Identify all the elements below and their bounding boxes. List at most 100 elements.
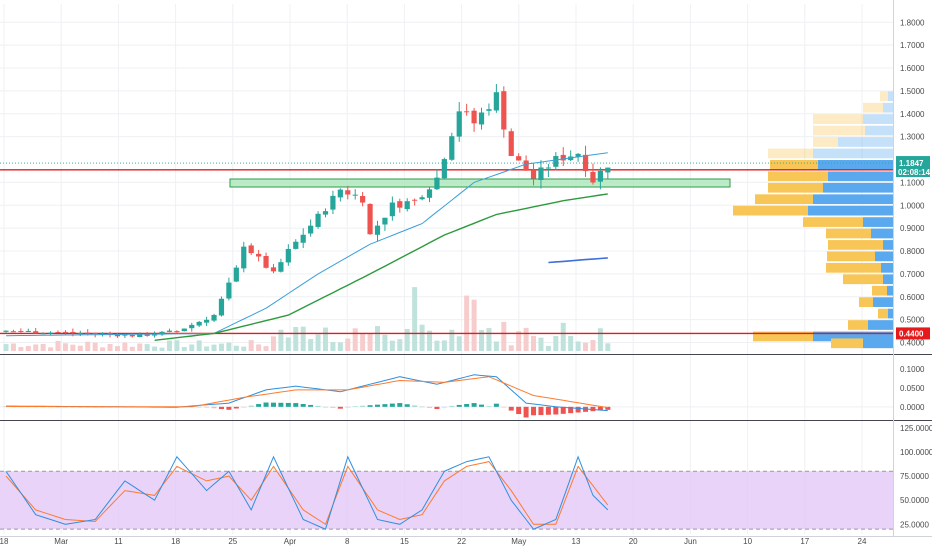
stoch-band <box>0 471 893 530</box>
macd-histogram-bar <box>196 406 202 408</box>
price-axis[interactable]: 1.8000 1.7000 1.6000 1.5000 1.4000 1.3000 1.10… <box>900 18 932 529</box>
pane-dividers[interactable] <box>0 0 932 537</box>
volume-profile-up <box>865 125 893 136</box>
macd-histogram-bar <box>352 406 358 407</box>
price-tick: 1.0000 <box>900 201 925 210</box>
macd-histogram-bar <box>263 402 269 407</box>
volume-profile-up <box>883 102 893 113</box>
macd-histogram-bar <box>270 402 276 407</box>
ma-fast-line <box>5 152 608 337</box>
volume-bar <box>204 346 210 351</box>
time-tick: 22 <box>457 537 466 546</box>
time-tick: 24 <box>858 537 867 546</box>
signal-line <box>5 376 608 409</box>
volume-profile-up <box>887 285 893 296</box>
last-price-tag-bg <box>896 156 930 178</box>
candle-body <box>10 331 17 333</box>
macd-histogram-bar <box>471 403 477 407</box>
candle-body <box>337 189 343 198</box>
volume-bar <box>553 336 559 351</box>
volume-bar <box>40 343 46 351</box>
candles <box>3 83 611 338</box>
macd-pane <box>0 374 893 418</box>
volume-profile-down <box>828 240 883 250</box>
volume-bar <box>33 344 39 351</box>
candle-body <box>270 267 277 272</box>
candle-body <box>486 109 492 111</box>
ma-slow-line <box>154 193 608 341</box>
volume-bar <box>62 343 68 351</box>
candle-body <box>196 321 202 326</box>
time-tick: 17 <box>800 537 809 546</box>
volume-bar <box>427 330 433 351</box>
volume-profile-down <box>831 338 863 349</box>
candle-body <box>285 248 291 263</box>
demand-zone[interactable] <box>229 178 731 188</box>
volume-profile-up <box>875 251 893 262</box>
macd-histogram-bar <box>568 406 574 414</box>
candle-body <box>18 331 24 333</box>
candle-body <box>241 246 247 269</box>
volume-profile-down <box>813 137 838 147</box>
candle-body <box>597 170 603 182</box>
volume-bar <box>560 322 566 351</box>
candle-body <box>144 334 150 336</box>
volume-bar <box>129 346 135 351</box>
candle-body <box>62 331 69 333</box>
volume-bar <box>449 329 455 351</box>
volume-bar <box>48 347 54 351</box>
volume-bar <box>538 337 544 351</box>
bar-countdown: 02:08:14 <box>898 168 931 177</box>
price-tick: 1.1000 <box>900 178 925 187</box>
volume-bar <box>501 321 507 351</box>
candle-body <box>322 211 329 215</box>
time-axis[interactable]: 18 Mar 11 18 25 Apr 8 15 22 May 13 20 Jun 10 17 24 <box>0 537 867 546</box>
candle-body <box>553 156 559 167</box>
time-tick: 25 <box>228 537 237 546</box>
candle-body <box>360 196 366 203</box>
volume-bar <box>404 328 410 351</box>
volume-bar <box>10 343 16 351</box>
macd-histogram-bar <box>516 406 522 415</box>
candle-body <box>516 156 522 161</box>
macd-histogram-bar <box>404 404 410 407</box>
time-tick: Apr <box>284 537 297 546</box>
volume-bar <box>70 344 76 351</box>
candle-body <box>166 330 173 332</box>
volume-bar <box>464 295 470 351</box>
candle-body <box>308 225 314 234</box>
volume-profile-up <box>871 228 893 239</box>
volume-bar <box>315 334 321 351</box>
volume-bar <box>226 342 232 351</box>
candle-body <box>471 110 477 124</box>
time-tick: 20 <box>629 537 638 546</box>
candle-body <box>478 112 485 125</box>
volume-profile-down <box>878 308 888 319</box>
macd-tick: 0.1000 <box>900 365 925 374</box>
volume-bar <box>137 343 143 351</box>
candle-body <box>248 245 254 254</box>
volume-profile-up <box>883 240 893 250</box>
grid <box>0 4 893 534</box>
macd-histogram-bar <box>278 402 284 407</box>
volume-bar <box>337 342 343 351</box>
stoch-tick: 75.0000 <box>900 472 929 481</box>
candle-body <box>226 282 232 299</box>
volume-bar <box>508 345 514 351</box>
candle-body <box>545 167 551 169</box>
candle-body <box>560 154 566 161</box>
macd-histogram-bar <box>456 404 462 407</box>
macd-histogram-bar <box>285 402 291 407</box>
volume-bar <box>256 344 262 351</box>
candle-body <box>55 332 61 334</box>
macd-histogram-bar <box>233 406 239 409</box>
time-tick: May <box>511 537 526 546</box>
volume-bar <box>107 344 113 351</box>
candle-body <box>367 203 373 235</box>
macd-histogram-bar <box>449 405 455 407</box>
candle-body <box>404 201 410 210</box>
macd-histogram-bar <box>293 403 299 407</box>
volume-profile-down <box>880 91 888 102</box>
macd-histogram-bar <box>479 404 485 407</box>
